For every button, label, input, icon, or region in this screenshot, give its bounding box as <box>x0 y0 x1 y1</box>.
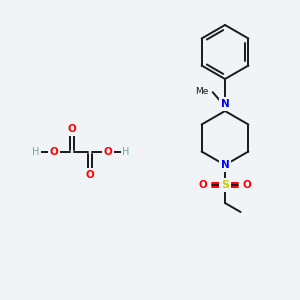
Text: O: O <box>103 147 112 157</box>
Text: O: O <box>199 180 207 190</box>
Text: O: O <box>68 124 76 134</box>
Text: S: S <box>221 180 229 190</box>
Text: H: H <box>32 147 40 157</box>
Text: O: O <box>50 147 58 157</box>
Text: N: N <box>220 99 230 109</box>
Text: H: H <box>122 147 130 157</box>
Text: O: O <box>243 180 251 190</box>
Text: Me: Me <box>195 87 208 96</box>
Text: N: N <box>220 160 230 170</box>
Text: O: O <box>85 170 94 180</box>
